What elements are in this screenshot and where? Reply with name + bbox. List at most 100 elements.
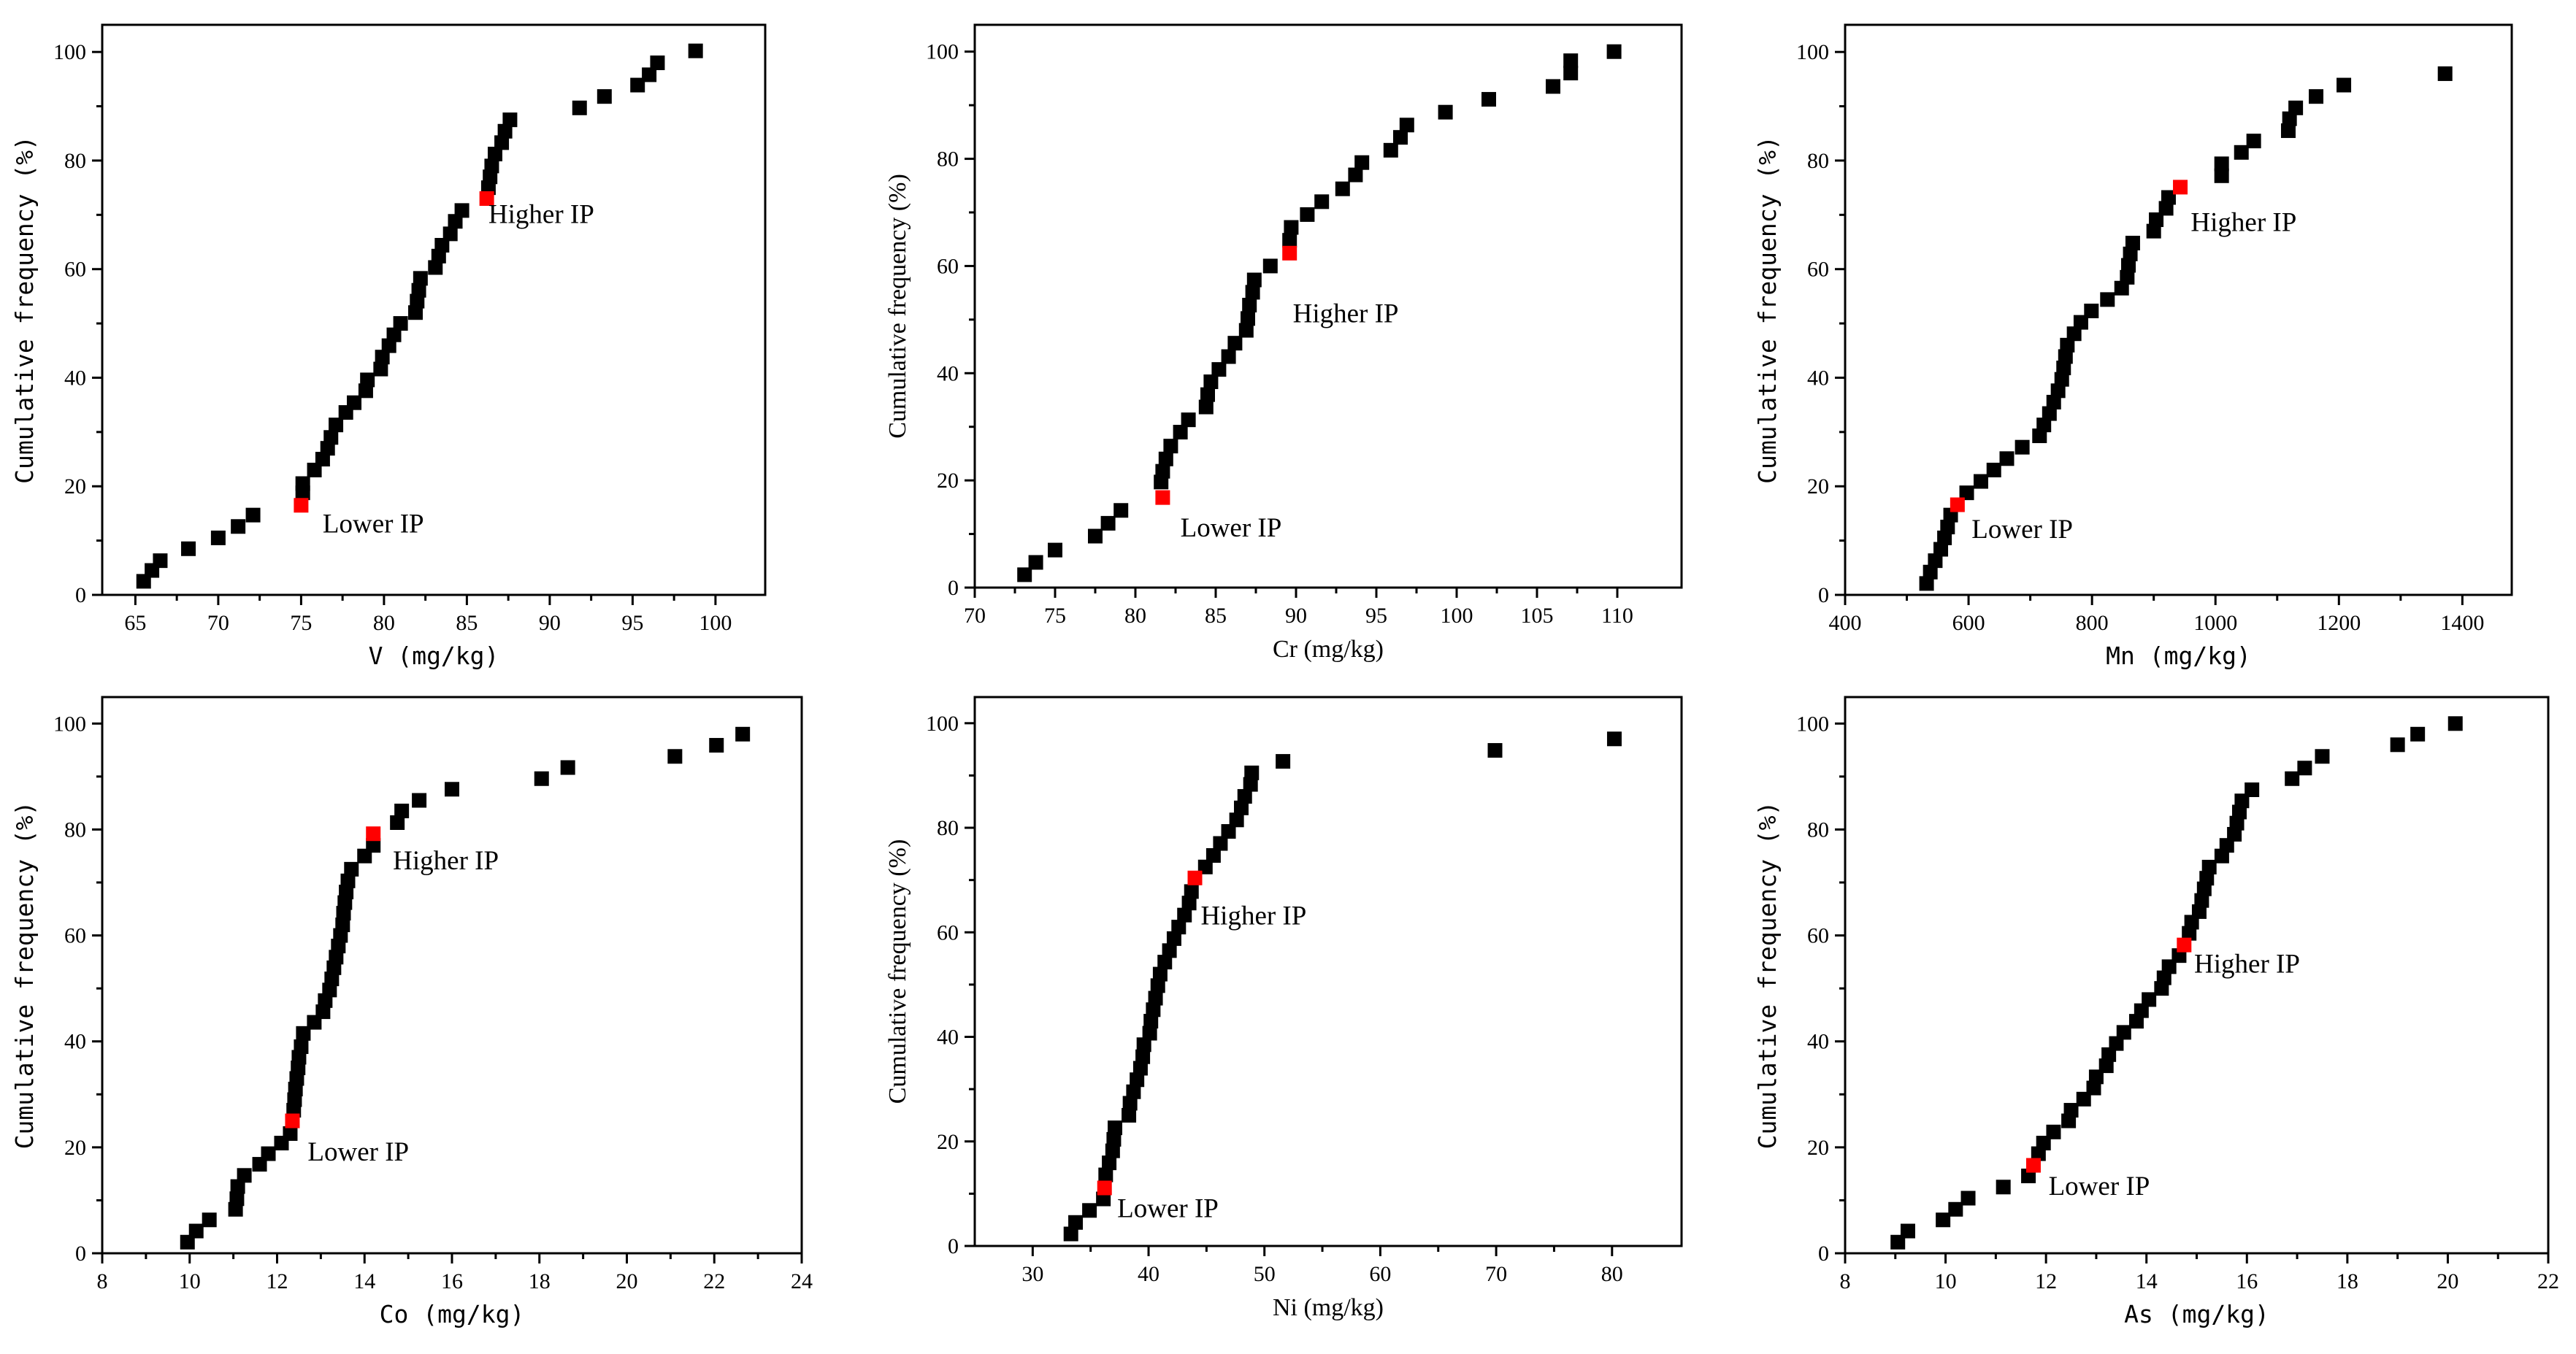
ip-point: [366, 826, 381, 842]
x-tick-label: 65: [124, 611, 146, 635]
y-axis-title: Cumulative frequency (%): [10, 801, 39, 1150]
data-point: [1211, 362, 1227, 377]
data-point: [2036, 418, 2052, 433]
data-point: [2156, 970, 2171, 985]
data-point: [1082, 1203, 1097, 1218]
data-point: [180, 1234, 195, 1250]
data-point: [2191, 904, 2207, 919]
data-point: [1933, 542, 1949, 557]
plot-frame: [1844, 23, 2513, 596]
data-point: [2309, 89, 2324, 104]
data-point: [2073, 315, 2088, 330]
data-point: [1227, 336, 1243, 351]
data-point: [1132, 1061, 1148, 1076]
data-point: [2146, 223, 2161, 239]
data-point: [1198, 399, 1214, 415]
y-tick-label: 20: [1807, 474, 1829, 499]
ip-point: [294, 498, 309, 513]
data-point: [1135, 1049, 1151, 1064]
ip-point: [2173, 180, 2188, 195]
x-tick-label: 85: [1205, 604, 1227, 628]
x-tick-label: 50: [1254, 1262, 1276, 1286]
data-point: [2199, 871, 2215, 886]
data-point: [2246, 134, 2261, 149]
y-tick-label: 80: [64, 149, 86, 173]
data-point: [315, 1004, 331, 1020]
x-tick-label: 24: [791, 1269, 813, 1293]
data-point: [1113, 503, 1129, 518]
data-point: [2245, 782, 2260, 797]
x-tick-label: 1000: [2193, 611, 2237, 635]
data-point: [1173, 425, 1188, 440]
data-point: [1242, 298, 1257, 313]
x-tick-label: 10: [1935, 1269, 1957, 1293]
y-tick-label: 80: [937, 147, 959, 172]
x-tick-label: 22: [703, 1269, 725, 1293]
y-tick-label: 100: [1796, 712, 1829, 736]
x-axis-title: Mn (mg/kg): [2106, 642, 2251, 670]
data-point: [375, 350, 390, 365]
data-point: [347, 395, 362, 410]
y-tick-label: 80: [64, 818, 86, 842]
data-point: [412, 793, 427, 808]
data-point: [1122, 1096, 1138, 1111]
y-tick-label: 20: [1807, 1136, 1829, 1160]
y-tick-label: 0: [75, 1242, 86, 1266]
data-point: [1900, 1223, 1915, 1239]
ip-point: [1950, 497, 1965, 512]
x-tick-label: 75: [290, 611, 312, 635]
data-point: [445, 782, 459, 797]
data-point: [2297, 761, 2312, 776]
data-point: [295, 476, 310, 491]
data-point: [454, 203, 469, 218]
data-point: [2125, 236, 2140, 251]
data-point: [1088, 528, 1103, 544]
data-point: [2046, 1124, 2061, 1139]
data-point: [2288, 100, 2304, 115]
data-point: [1606, 731, 1622, 747]
y-tick-label: 40: [1807, 1030, 1829, 1054]
data-point: [360, 372, 375, 388]
ip-point: [2025, 1158, 2041, 1173]
data-point: [1243, 777, 1258, 792]
data-point: [735, 726, 751, 742]
data-point: [1150, 978, 1165, 993]
higher-ip-label: Higher IP: [2194, 949, 2300, 979]
data-point: [1241, 311, 1255, 326]
data-point: [1106, 1131, 1122, 1147]
x-tick-label: 20: [2437, 1269, 2458, 1293]
x-tick-label: 40: [1138, 1262, 1159, 1286]
y-tick-label: 60: [1807, 258, 1829, 282]
data-point: [1383, 142, 1398, 158]
data-point: [2280, 123, 2296, 139]
x-tick-label: 85: [456, 611, 478, 635]
data-point: [1229, 812, 1244, 828]
data-point: [1563, 66, 1579, 81]
data-point: [2042, 406, 2057, 421]
data-point: [2066, 326, 2082, 342]
data-point: [1181, 896, 1197, 911]
data-point: [1481, 92, 1496, 107]
data-point: [1314, 194, 1330, 209]
data-point: [231, 519, 246, 534]
data-point: [1108, 1120, 1123, 1136]
y-tick-label: 0: [948, 576, 959, 600]
data-point: [2437, 66, 2453, 81]
data-point: [1102, 1155, 1117, 1171]
data-point: [2046, 394, 2061, 409]
x-tick-label: 14: [2136, 1269, 2158, 1293]
data-point: [642, 67, 657, 82]
x-tick-label: 10: [179, 1269, 201, 1293]
data-point: [366, 838, 381, 853]
x-tick-label: 80: [1601, 1262, 1623, 1286]
data-point: [329, 418, 344, 433]
data-point: [1163, 439, 1178, 454]
panel-v: 65 70 75 80 85 90 95 100 0 20 40 60 80 100 V (mg/kg) Cu…: [10, 23, 767, 670]
data-point: [296, 1026, 311, 1041]
data-point: [630, 77, 645, 93]
lower-ip-label: Lower IP: [323, 509, 424, 539]
data-point: [2086, 1080, 2101, 1096]
data-point: [1936, 1212, 1951, 1228]
data-point: [1136, 1037, 1151, 1053]
data-point: [2120, 269, 2135, 285]
